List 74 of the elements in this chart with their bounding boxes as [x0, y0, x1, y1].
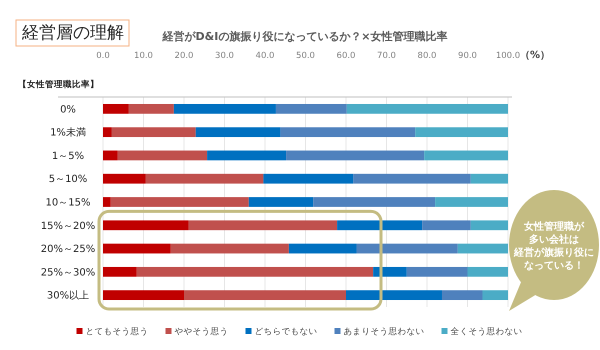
- y-tick-label: 25%～30%: [40, 267, 96, 278]
- bar: [435, 197, 508, 207]
- bar: [313, 197, 436, 207]
- bar: [103, 150, 118, 160]
- bar: [103, 220, 188, 230]
- bar: [128, 104, 174, 114]
- text: 女性管理職が多い会社は経営が旗振り役になっている！: [513, 220, 594, 272]
- x-tick-label: 30.0: [215, 51, 234, 61]
- bar: [468, 266, 508, 277]
- bar: [196, 127, 280, 138]
- y-tick-label: 30%以上: [46, 290, 90, 302]
- bar: [442, 290, 482, 300]
- x-tick-label: 80.0: [418, 51, 436, 61]
- bar: [337, 220, 422, 230]
- bar: [263, 174, 354, 184]
- bar: [422, 220, 471, 230]
- bar: [103, 127, 112, 138]
- y-tick-label: 15%～20%: [40, 220, 96, 232]
- bar: [406, 266, 468, 277]
- bar: [424, 150, 508, 160]
- bar: [346, 290, 442, 300]
- x-tick-label: 50.0: [296, 51, 315, 61]
- x-axis-title: （%）: [520, 50, 550, 61]
- legend-label: どちらでもない: [254, 327, 318, 337]
- y-axis-title: 【女性管理職比率】: [18, 79, 99, 90]
- bar: [470, 220, 508, 230]
- bar: [112, 127, 196, 138]
- legend-label: ややそう思う: [174, 326, 228, 337]
- x-tick-label: 60.0: [336, 51, 356, 61]
- bar: [373, 266, 407, 277]
- bar: [470, 174, 508, 184]
- bar: [288, 244, 357, 254]
- y-tick-label: 1%未満: [50, 126, 86, 139]
- x-tick-label: 90.0: [458, 51, 477, 61]
- legend-label: あまりそう思わない: [344, 326, 424, 337]
- bar: [174, 104, 276, 114]
- x-tick-label: 10.0: [134, 51, 153, 61]
- bar: [103, 290, 184, 300]
- chart-subtitle: 経営がD&Iの旗振り役になっているか？×女性管理職比率: [161, 30, 448, 43]
- bar: [415, 127, 508, 138]
- bar: [346, 104, 508, 114]
- x-tick-label: 100.0: [496, 51, 520, 61]
- bar: [356, 244, 458, 254]
- bar: [188, 220, 338, 230]
- bar: [103, 197, 111, 207]
- bar: [184, 290, 346, 300]
- bar: [118, 150, 208, 160]
- bar: [353, 174, 471, 184]
- y-tick-label: 10～15%: [46, 198, 90, 208]
- y-tick-label: 1～5%: [52, 150, 84, 162]
- bar: [146, 174, 264, 184]
- bar: [276, 104, 347, 114]
- legend-label: 全くそう思わない: [450, 326, 522, 337]
- x-tick-label: 20.0: [174, 51, 194, 61]
- bar: [248, 197, 314, 207]
- bar: [103, 104, 129, 114]
- chart-title: 経営層の理解: [21, 23, 124, 43]
- bar: [136, 266, 374, 277]
- bar: [110, 197, 249, 207]
- bar: [280, 127, 416, 138]
- y-tick-label: 20%～25%: [40, 244, 96, 256]
- x-tick-label: 0.0: [96, 51, 110, 61]
- bar: [207, 150, 286, 160]
- bar: [458, 244, 508, 254]
- y-tick-label: 0%: [60, 104, 76, 116]
- bar: [103, 244, 171, 254]
- y-tick-label: 5～10%: [48, 174, 88, 186]
- bar: [103, 266, 137, 277]
- x-tick-label: 70.0: [377, 51, 396, 61]
- bar: [103, 174, 146, 184]
- bar: [286, 150, 424, 160]
- bar: [170, 244, 289, 254]
- x-tick-label: 40.0: [256, 51, 274, 61]
- legend-label: とてもそう思う: [86, 326, 148, 337]
